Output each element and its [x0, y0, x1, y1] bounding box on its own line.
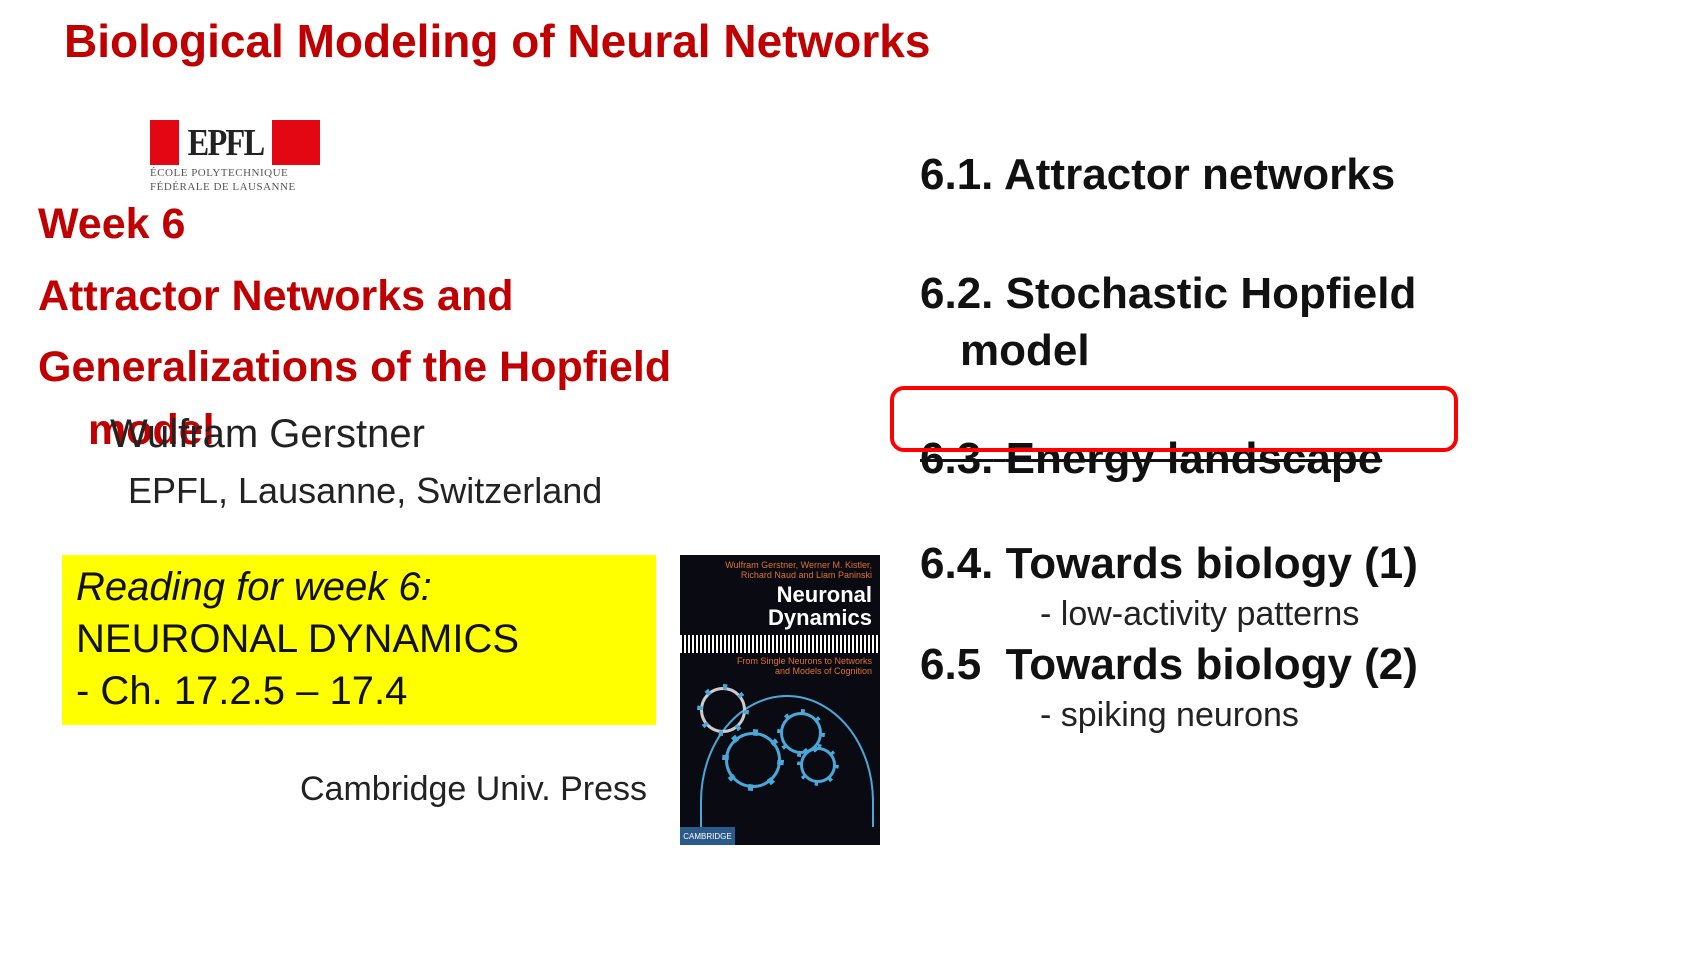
gear-icon	[800, 747, 836, 783]
logo-red-left	[150, 120, 179, 165]
outline-item-6-2: 6.2. Stochastic Hopfield model	[920, 265, 1640, 379]
book-title: Neuronal Dynamics	[680, 581, 880, 631]
author-name: Wulfram Gerstner	[110, 412, 425, 457]
book-cover: Wulfram Gerstner, Werner M. Kistler, Ric…	[680, 555, 880, 845]
outline-title: Towards biology (2)	[1006, 640, 1418, 689]
outline-title-part: Stochastic Hopfield	[1006, 269, 1417, 318]
gear-icon	[725, 732, 781, 788]
book-publisher: CAMBRIDGE	[680, 827, 735, 845]
highlight-box	[890, 386, 1458, 452]
barcode-icon	[680, 635, 880, 653]
epfl-logo-mark: EPFL	[150, 120, 320, 165]
outline-title: Attractor networks	[1004, 150, 1395, 199]
author-affiliation: EPFL, Lausanne, Switzerland	[128, 470, 602, 512]
outline-item-6-3-wrap: 6.3. Energy landscape	[920, 434, 1640, 484]
outline-item-6-1: 6.1. Attractor networks	[920, 150, 1640, 200]
outline-subitem: - spiking neurons	[920, 696, 1640, 735]
publisher-label: Cambridge Univ. Press	[300, 770, 647, 809]
reading-line-2: NEURONAL DYNAMICS	[76, 617, 519, 661]
reading-line-1: Reading for week 6:	[76, 565, 432, 609]
book-authors-line-2: Richard Naud and Liam Paninski	[741, 570, 872, 580]
outline-title-part: model	[920, 322, 1640, 379]
book-subtitle-line-1: From Single Neurons to Networks	[737, 656, 872, 666]
outline: 6.1. Attractor networks 6.2. Stochastic …	[920, 150, 1640, 741]
week-label: Week 6	[38, 200, 185, 249]
logo-text: EPFL	[188, 121, 264, 165]
outline-num: 6.2.	[920, 269, 993, 318]
book-title-line-1: Neuronal	[777, 582, 872, 607]
book-subtitle-line-2: and Models of Cognition	[775, 666, 872, 676]
outline-item-6-4: 6.4. Towards biology (1)	[920, 539, 1640, 589]
subtitle-line-1: Attractor Networks and	[38, 272, 513, 321]
logo-subtitle-2: FÉDÉRALE DE LAUSANNE	[150, 181, 320, 193]
book-authors-line-1: Wulfram Gerstner, Werner M. Kistler,	[725, 560, 872, 570]
epfl-logo: EPFL ÉCOLE POLYTECHNIQUE FÉDÉRALE DE LAU…	[150, 120, 320, 193]
book-authors: Wulfram Gerstner, Werner M. Kistler, Ric…	[680, 555, 880, 581]
main-title: Biological Modeling of Neural Networks	[64, 14, 930, 68]
subtitle-line-2: Generalizations of the Hopfield	[38, 343, 671, 392]
gear-icon	[700, 687, 746, 733]
book-subtitle: From Single Neurons to Networks and Mode…	[680, 657, 880, 677]
outline-subitem: - low-activity patterns	[920, 595, 1640, 634]
slide: Biological Modeling of Neural Networks E…	[0, 0, 1701, 957]
book-art	[680, 677, 880, 827]
outline-num: 6.1.	[920, 150, 993, 199]
book-title-line-2: Dynamics	[768, 605, 872, 630]
outline-title: Towards biology (1)	[1006, 539, 1418, 588]
reading-box: Reading for week 6: NEURONAL DYNAMICS - …	[62, 555, 656, 725]
outline-num: 6.5	[920, 640, 981, 689]
outline-item-6-5: 6.5 Towards biology (2)	[920, 640, 1640, 690]
logo-subtitle-1: ÉCOLE POLYTECHNIQUE	[150, 167, 320, 179]
reading-line-3: - Ch. 17.2.5 – 17.4	[76, 669, 407, 713]
logo-red-right	[272, 120, 320, 165]
outline-num: 6.4.	[920, 539, 993, 588]
